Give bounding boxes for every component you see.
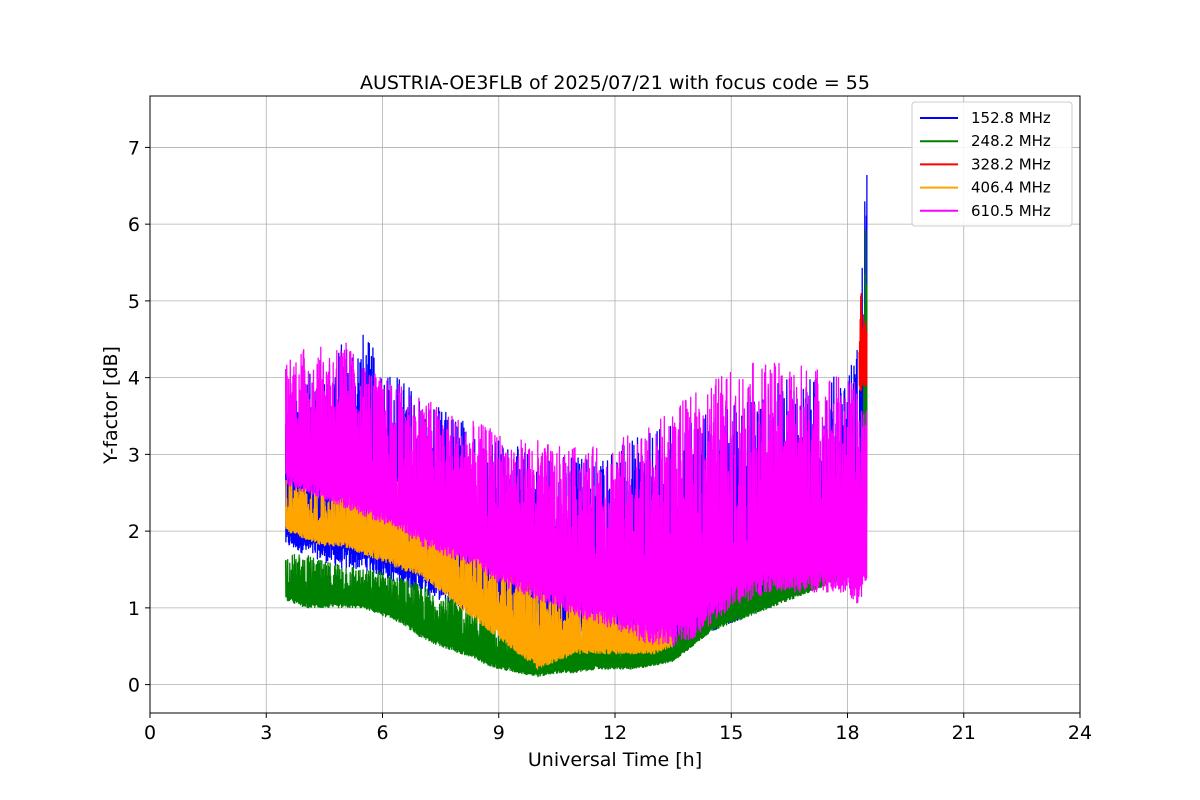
y-tick-label: 2 <box>128 521 140 543</box>
x-axis: 0 3 6 9 12 15 18 21 24 <box>144 713 1092 744</box>
legend: 152.8 MHz 248.2 MHz 328.2 MHz 406.4 MHz 610.… <box>911 101 1073 227</box>
y-tick-label: 4 <box>128 368 140 390</box>
legend-entry: 248.2 MHz <box>971 132 1051 150</box>
x-tick-label: 9 <box>493 722 505 744</box>
x-tick-label: 24 <box>1068 722 1092 744</box>
legend-entry: 328.2 MHz <box>971 155 1051 173</box>
y-axis-title: Y-factor [dB] <box>100 346 122 465</box>
x-tick-label: 12 <box>603 722 627 744</box>
y-tick-label: 3 <box>128 444 140 466</box>
y-tick-label: 0 <box>128 675 140 697</box>
x-tick-label: 15 <box>719 722 743 744</box>
legend-entry: 152.8 MHz <box>971 109 1051 127</box>
legend-entry: 406.4 MHz <box>971 179 1051 197</box>
x-tick-label: 21 <box>952 722 976 744</box>
plot-area <box>284 174 868 678</box>
y-axis: 0 1 2 3 4 5 6 7 <box>128 137 150 697</box>
legend-box <box>911 101 1073 227</box>
x-tick-label: 3 <box>260 722 272 744</box>
y-tick-label: 6 <box>128 214 140 236</box>
series-line <box>284 342 868 647</box>
series-line <box>284 229 868 678</box>
x-axis-title: Universal Time [h] <box>528 749 702 771</box>
y-tick-label: 1 <box>128 598 140 620</box>
x-tick-label: 18 <box>835 722 859 744</box>
legend-entry: 610.5 MHz <box>971 202 1051 220</box>
y-tick-label: 5 <box>128 291 140 313</box>
x-tick-label: 0 <box>144 722 156 744</box>
x-tick-label: 6 <box>376 722 388 744</box>
y-tick-label: 7 <box>128 137 140 159</box>
chart-title: AUSTRIA-OE3FLB of 2025/07/21 with focus … <box>360 72 870 94</box>
